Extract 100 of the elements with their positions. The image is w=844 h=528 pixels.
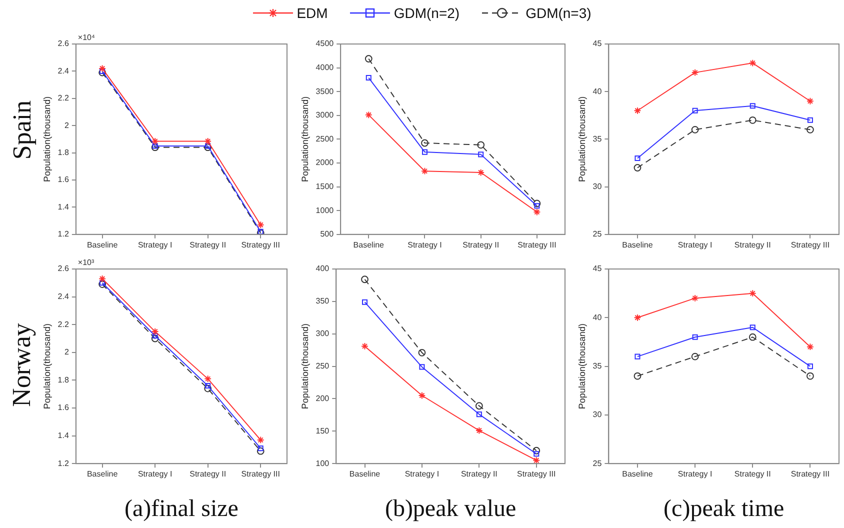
point — [477, 168, 485, 176]
y-tick-label: 200 — [316, 394, 330, 403]
point — [361, 276, 368, 284]
point — [151, 144, 159, 152]
point — [691, 68, 699, 76]
y-tick-label: 2.4 — [58, 66, 70, 76]
point — [204, 138, 212, 145]
x-tick-label: Baseline — [86, 240, 118, 250]
point — [806, 372, 814, 380]
y-tick-label: 1.6 — [58, 403, 70, 412]
point — [691, 352, 699, 360]
point — [534, 203, 540, 209]
x-tick-label: Strategy I — [678, 240, 712, 250]
point — [478, 152, 484, 158]
y-tick-label: 35 — [592, 134, 602, 144]
point — [533, 200, 541, 208]
point — [421, 139, 428, 147]
point — [532, 456, 540, 464]
point — [152, 143, 158, 149]
y-tick-label: 1000 — [316, 206, 334, 215]
point — [634, 372, 642, 380]
point — [419, 364, 425, 370]
text: Norway — [6, 323, 37, 407]
point — [634, 354, 640, 360]
point — [152, 332, 158, 338]
y-axis-title: Population(thousand) — [300, 324, 310, 410]
point — [366, 75, 372, 81]
x-tick-label: Baseline — [353, 240, 385, 250]
y-axis-title: Population(thousand) — [300, 96, 310, 182]
y-tick-label: 1.2 — [58, 230, 70, 239]
point — [533, 208, 541, 216]
point — [806, 343, 814, 351]
legend-label: EDM — [296, 5, 328, 21]
y-tick-label: 3000 — [316, 110, 334, 120]
y-tick-label: 3500 — [316, 86, 334, 96]
x-tick-label: Strategy III — [241, 470, 280, 479]
point — [806, 126, 814, 134]
y-tick-label: 2.2 — [58, 94, 70, 103]
point — [364, 111, 372, 119]
y-tick-label: 25 — [592, 458, 602, 468]
text: ×10³ — [78, 258, 94, 268]
point — [692, 108, 698, 114]
y-tick-label: 1.4 — [58, 202, 70, 212]
x-tick-label: Strategy II — [460, 470, 498, 479]
point — [750, 324, 756, 330]
point — [204, 384, 212, 392]
y-tick-label: 150 — [316, 426, 330, 436]
point — [476, 412, 482, 418]
y-tick-label: 300 — [316, 329, 330, 338]
point — [691, 294, 699, 302]
point — [151, 138, 159, 145]
y-tick-label: 400 — [316, 264, 330, 274]
legend-label: GDM(n=2) — [394, 5, 460, 21]
point — [475, 426, 483, 434]
y-tick-label: 500 — [320, 230, 334, 239]
x-tick-label: Strategy III — [241, 240, 280, 250]
y-axis-title: Population(thousand) — [576, 96, 587, 182]
y-tick-label: 350 — [316, 296, 330, 306]
x-tick-label: Strategy III — [790, 470, 830, 479]
y-tick-label: 1500 — [316, 182, 334, 192]
x-tick-label: Strategy III — [518, 240, 556, 250]
y-tick-label: 30 — [592, 182, 602, 192]
point — [256, 436, 264, 444]
point — [534, 451, 540, 457]
x-tick-label: Strategy III — [790, 240, 830, 250]
y-tick-label: 4000 — [316, 63, 334, 72]
y-tick-label: 2 — [64, 348, 70, 357]
point — [477, 141, 485, 149]
x-tick-label: Strategy I — [138, 470, 172, 479]
y-tick-label: 100 — [316, 458, 330, 468]
point — [634, 314, 642, 322]
point — [98, 275, 106, 282]
y-tick-label: 1.6 — [58, 175, 70, 184]
x-tick-label: Strategy III — [517, 470, 556, 479]
x-tick-label: Strategy II — [190, 240, 226, 250]
y-tick-label: 2.2 — [58, 320, 70, 329]
y-tick-label: 40 — [592, 312, 602, 322]
point — [750, 103, 756, 109]
y-tick-label: 40 — [592, 86, 602, 96]
point — [151, 328, 159, 336]
y-tick-label: 2000 — [316, 158, 334, 168]
x-tick-label: Strategy I — [408, 240, 442, 250]
y-tick-label: 25 — [592, 230, 602, 239]
point — [748, 116, 756, 124]
x-tick-label: Strategy II — [734, 470, 771, 479]
y-tick-label: 45 — [592, 264, 602, 274]
y-tick-label: 45 — [592, 39, 602, 48]
y-tick-label: 4500 — [316, 39, 334, 48]
y-tick-label: 2 — [64, 120, 70, 130]
x-tick-label: Strategy I — [404, 470, 440, 479]
y-axis-title: Population(thousand) — [42, 96, 52, 182]
legend-label: GDM(n=3) — [526, 5, 592, 21]
y-tick-label: 2500 — [316, 134, 334, 144]
y-axis-title: Population(thousand) — [576, 324, 587, 410]
x-tick-label: Baseline — [622, 470, 654, 479]
point — [205, 383, 211, 389]
point — [748, 59, 756, 67]
x-tick-label: Baseline — [622, 240, 654, 250]
text: Spain — [7, 100, 38, 160]
x-tick-label: Baseline — [86, 470, 118, 479]
